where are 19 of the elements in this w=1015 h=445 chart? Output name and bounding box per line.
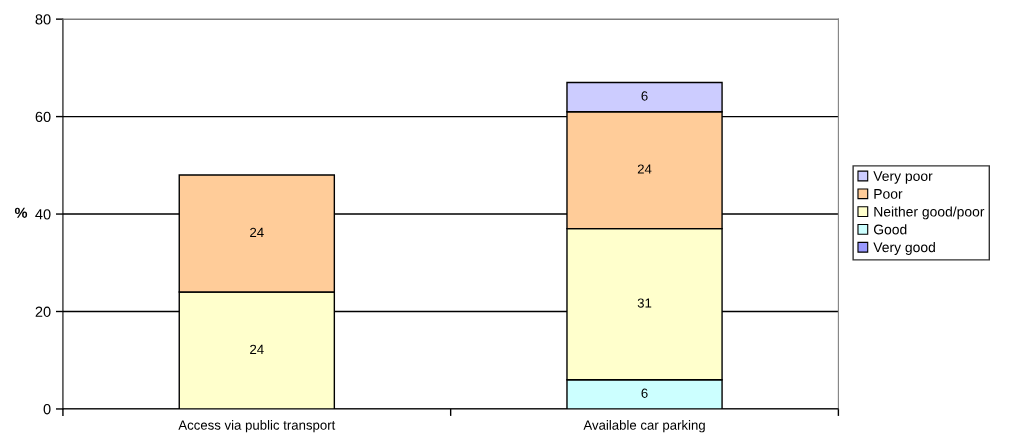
y-tick-label: 0 <box>43 404 51 415</box>
y-tick-label: 20 <box>35 306 51 317</box>
legend-label: Very poor <box>873 171 933 184</box>
legend-label: Neither good/poor <box>874 206 985 220</box>
legend-label: Very good <box>873 242 935 255</box>
data-label: 24 <box>637 164 652 174</box>
data-label: 6 <box>641 388 648 398</box>
x-tick-label: Access via public transport <box>178 420 336 433</box>
y-tick-label: 40 <box>35 209 51 220</box>
y-tick-label: 60 <box>35 111 51 123</box>
x-tick-label: Available car parking <box>583 420 705 433</box>
legend-label: Good <box>873 224 907 235</box>
y-tick-label: 80 <box>35 14 51 25</box>
legend-label: Poor <box>874 189 903 199</box>
y-axis-title: % <box>14 207 28 218</box>
data-label: 24 <box>250 227 264 237</box>
data-label: 24 <box>250 344 264 354</box>
data-label: 31 <box>637 298 652 308</box>
data-label: 6 <box>641 91 648 101</box>
